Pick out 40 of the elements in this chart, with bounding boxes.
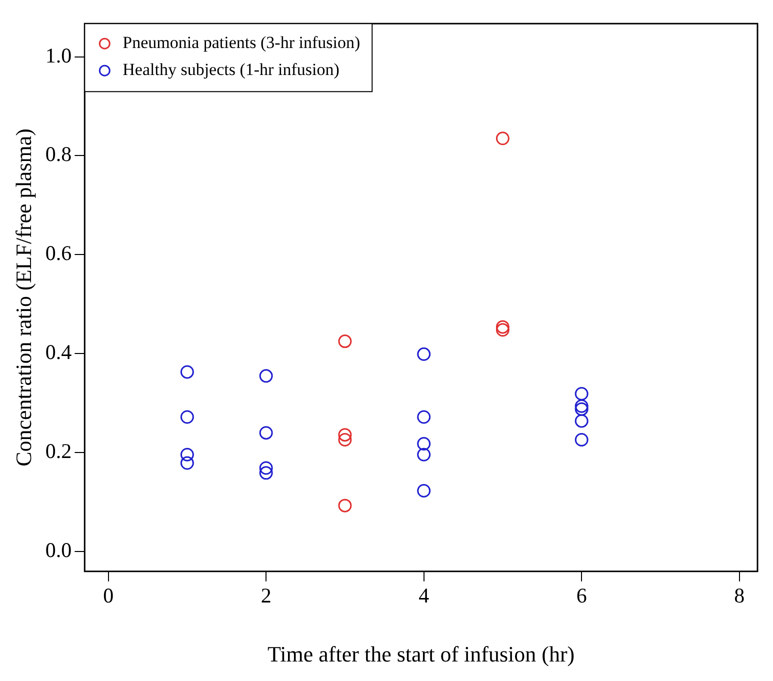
x-tick-label: 0 [103,584,114,608]
point [417,347,431,361]
point [496,132,510,146]
point [574,402,588,416]
point [259,461,273,475]
point [259,466,273,480]
y-axis-title: Concentration ratio (ELF/free plasma) [10,128,36,466]
y-tick-label: 0.2 [45,439,72,464]
point [574,414,588,428]
point [180,365,194,379]
point [338,433,352,447]
point [417,448,431,462]
legend-label: Pneumonia patients (3-hr infusion) [122,33,360,52]
point [496,323,510,337]
y-tick-label: 0.4 [45,340,72,364]
y-tick-label: 0.8 [45,142,72,166]
y-tick-label: 0.6 [45,241,72,266]
point [259,369,273,383]
point [338,428,352,442]
x-axis-title: Time after the start of infusion (hr) [268,642,575,667]
y-tick-label: 0.0 [45,538,72,562]
point [574,387,588,400]
point [417,410,431,424]
point [338,498,352,512]
point [259,426,273,440]
point [574,433,588,447]
point [180,410,194,424]
point [417,436,431,450]
x-tick-label: 8 [734,584,745,608]
point [496,320,510,334]
point [574,399,588,413]
point [180,456,194,470]
x-tick-label: 4 [418,584,430,608]
point [338,334,352,348]
x-tick-label: 2 [260,584,272,608]
point [417,484,431,498]
legend-label: Healthy subjects (1-hr infusion) [122,60,340,80]
point [180,448,194,462]
y-tick-label: 1.0 [45,43,72,68]
x-tick-label: 6 [576,584,587,608]
